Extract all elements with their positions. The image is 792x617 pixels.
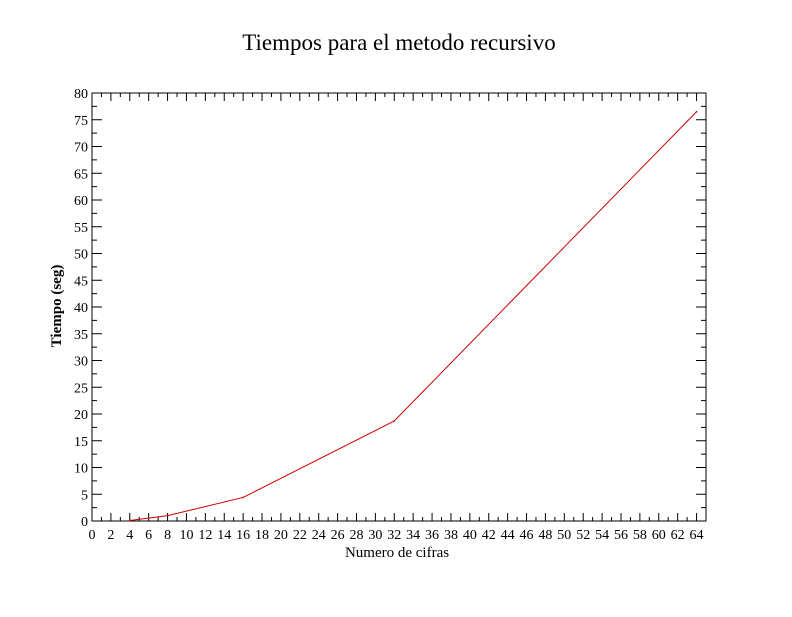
y-tick-label: 0 — [81, 515, 88, 530]
y-tick-label: 10 — [74, 462, 88, 477]
y-tick-label: 35 — [74, 328, 88, 343]
x-tick-label: 28 — [349, 528, 363, 543]
chart-title: Tiempos para el metodo recursivo — [242, 30, 555, 55]
y-tick-label: 60 — [74, 194, 88, 209]
x-tick-label: 50 — [557, 528, 571, 543]
y-tick-label: 40 — [74, 301, 88, 316]
data-point — [166, 514, 169, 517]
x-tick-label: 30 — [368, 528, 382, 543]
x-tick-label: 42 — [482, 528, 496, 543]
data-point — [242, 496, 244, 499]
x-tick-label: 6 — [145, 528, 152, 543]
x-tick-label: 60 — [652, 528, 666, 543]
y-tick-label: 5 — [81, 488, 88, 503]
x-tick-label: 18 — [255, 528, 269, 543]
series-layer — [128, 110, 698, 522]
x-tick-label: 64 — [690, 528, 704, 543]
x-tick-label: 34 — [406, 528, 420, 543]
x-tick-label: 36 — [425, 528, 439, 543]
x-tick-label: 16 — [236, 528, 250, 543]
y-tick-label: 55 — [74, 221, 88, 236]
x-tick-label: 46 — [520, 528, 534, 543]
x-tick-label: 26 — [331, 528, 345, 543]
y-tick-label: 25 — [74, 381, 88, 396]
series-line — [129, 111, 697, 521]
x-tick-label: 12 — [198, 528, 212, 543]
y-tick-label: 65 — [74, 167, 88, 182]
data-point — [393, 420, 396, 422]
x-tick-label: 4 — [126, 528, 133, 543]
plot-area-border — [91, 92, 707, 522]
x-tick-label: 20 — [274, 528, 288, 543]
x-tick-label: 10 — [179, 528, 193, 543]
x-tick-label: 38 — [444, 528, 458, 543]
x-tick-label: 54 — [595, 528, 609, 543]
y-tick-label: 15 — [74, 435, 88, 450]
x-tick-label: 58 — [633, 528, 647, 543]
y-tick-label: 75 — [74, 114, 88, 129]
y-tick-label: 20 — [74, 408, 88, 423]
y-tick-label: 50 — [74, 248, 88, 263]
x-axis-label: Numero de cifras — [345, 545, 449, 561]
y-tick-label: 70 — [74, 141, 88, 156]
y-axis-label: Tiempo (seg) — [49, 265, 65, 348]
y-tick-label: 45 — [74, 274, 88, 289]
x-tick-label: 62 — [671, 528, 685, 543]
y-tick-label: 80 — [74, 87, 88, 102]
x-tick-label: 44 — [501, 528, 515, 543]
data-point — [695, 110, 698, 113]
x-tick-label: 14 — [217, 528, 231, 543]
x-tick-label: 40 — [463, 528, 477, 543]
x-tick-label: 22 — [293, 528, 307, 543]
data-point — [128, 519, 131, 522]
x-tick-label: 2 — [107, 528, 114, 543]
x-tick-label: 52 — [576, 528, 590, 543]
x-tick-label: 8 — [164, 528, 171, 543]
x-tick-label: 56 — [614, 528, 628, 543]
plot-frame — [91, 92, 707, 522]
axis-ticks: 0 2 4 6 8 10 12 14 16 18 20 22 24 26 28 30 32 34 36 38 40 42 4… — [74, 87, 707, 543]
x-tick-label: 24 — [312, 528, 326, 543]
x-tick-label: 0 — [89, 528, 96, 543]
x-tick-label: 32 — [387, 528, 401, 543]
y-tick-label: 30 — [74, 355, 88, 370]
x-tick-label: 48 — [538, 528, 552, 543]
